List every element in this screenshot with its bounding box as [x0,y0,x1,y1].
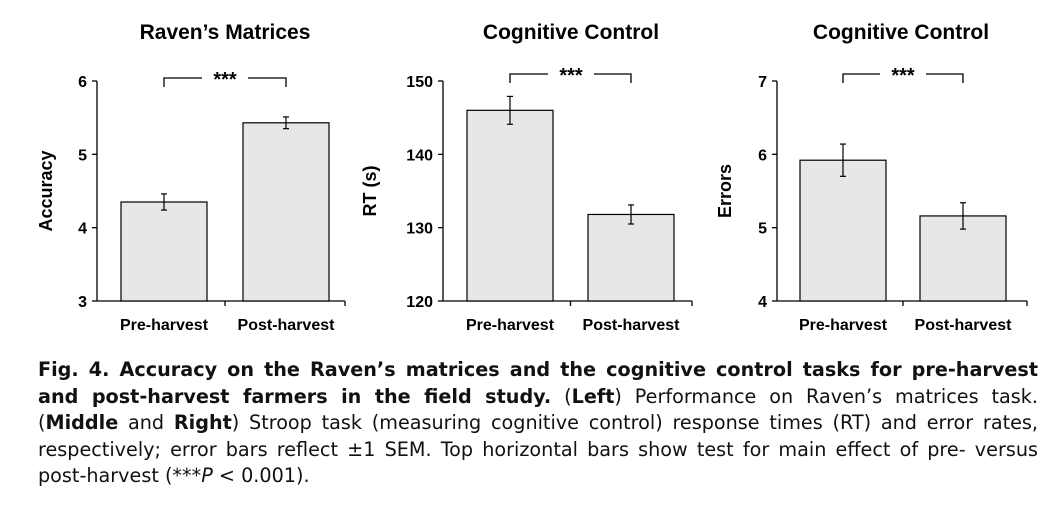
significance-stars: *** [891,65,915,87]
caption-p: P [201,464,213,487]
x-category-label: Post-harvest [238,317,336,334]
panel-cognitive-control-errors: Cognitive Control Errors 4 5 6 7 Pre-harvest Po… [715,21,1028,334]
y-tick-label: 120 [406,294,433,311]
significance-stars: *** [559,65,583,87]
y-tick-label: 140 [406,147,433,164]
y-axis-label: Errors [715,164,735,218]
y-axis-label: Accuracy [36,150,56,231]
bar [466,109,554,302]
x-category-label: Pre-harvest [466,317,555,334]
bar [242,122,330,302]
x-category-label: Post-harvest [583,317,681,334]
caption-left: Left [571,384,615,408]
panel-ravens-matrices: Raven’s Matrices Accuracy 3 4 5 6 Pre-harvest P… [36,21,346,334]
x-category-label: Pre-harvest [120,317,209,334]
figure-caption: Fig. 4. Accuracy on the Raven’s matrices… [38,357,1038,490]
chart-title: Cognitive Control [483,21,659,44]
y-tick-label: 6 [758,147,767,164]
bar [587,213,675,302]
caption-right: Right [173,411,232,434]
y-axis-label: RT (s) [360,166,380,217]
significance-bracket [842,73,964,83]
y-tick-label: 6 [78,74,87,91]
y-tick-label: 150 [406,74,433,91]
y-tick-label: 5 [78,147,87,164]
y-tick-label: 7 [758,74,767,91]
significance-stars: *** [213,69,237,91]
caption-fig-label: Fig. 4. [38,358,110,381]
x-category-label: Pre-harvest [799,317,888,334]
y-tick-label: 4 [758,294,767,311]
y-tick-label: 5 [758,221,767,238]
panel-cognitive-control-rt: Cognitive Control RT (s) 120 130 140 150 Pre-h… [360,21,693,334]
caption-middle: Middle [45,411,119,434]
caption-text: < 0.001). [212,464,310,487]
caption-text: ( [551,384,572,408]
chart-title: Cognitive Control [813,21,989,44]
chart-title: Raven’s Matrices [140,21,311,44]
y-tick-label: 3 [78,294,87,311]
significance-bracket [509,73,632,83]
y-tick-label: 130 [406,221,433,238]
y-tick-label: 4 [78,221,87,238]
x-category-label: Post-harvest [915,317,1013,334]
caption-text: and [118,411,174,434]
bar [799,159,887,302]
figure-panels: Raven’s Matrices Accuracy 3 4 5 6 Pre-harvest P… [36,21,1028,334]
bar [120,201,208,302]
significance-bracket [163,77,287,87]
caption-text: ) Performance on Raven’s matrices task. … [38,384,1038,435]
caption-text: ) Stroop task (measuring cognitive contr… [38,411,1039,487]
caption-title: Accuracy on the Raven’s matrices and the… [38,358,1038,408]
